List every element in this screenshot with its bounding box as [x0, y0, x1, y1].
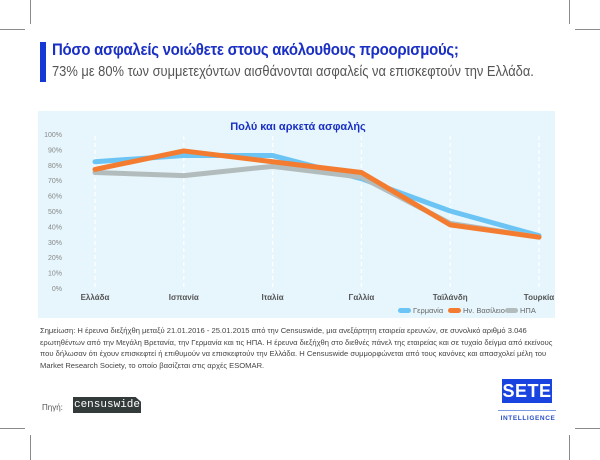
methodology-note: Σημείωση: Η έρευνα διεξήχθη μεταξύ 21.01…: [40, 326, 553, 370]
chart-title: Πολύ και αρκετά ασφαλής: [230, 121, 366, 133]
crop-mark: [0, 428, 25, 429]
crop-mark: [575, 29, 600, 30]
legend-swatch: [398, 308, 411, 313]
y-tick-label: 70%: [48, 178, 62, 185]
y-tick-label: 20%: [48, 255, 62, 262]
x-tick-label: Γαλλία: [349, 293, 375, 302]
legend-label: Γερμανία: [413, 306, 444, 315]
y-tick-label: 10%: [48, 271, 62, 278]
censuswide-logo: censuswide: [73, 397, 141, 413]
y-tick-label: 40%: [48, 224, 62, 231]
y-tick-label: 50%: [48, 209, 62, 216]
legend-label: Ην. Βασίλειο: [463, 306, 505, 315]
y-tick-label: 60%: [48, 194, 62, 201]
crop-mark: [0, 29, 25, 30]
x-tick-label: Ιταλία: [262, 293, 284, 302]
legend-swatch: [448, 308, 461, 313]
x-tick-label: Ελλάδα: [81, 293, 110, 302]
x-tick-label: Ισπανία: [169, 293, 199, 302]
crop-mark: [569, 435, 570, 460]
source-label: Πηγή:: [42, 403, 63, 412]
title-accent-bar: [40, 42, 46, 82]
sete-tagline: INTELLIGENCE: [500, 415, 556, 422]
crop-mark: [575, 428, 600, 429]
page-subtitle: 73% με 80% των συμμετεχόντων αισθάνονται…: [52, 63, 534, 80]
y-tick-label: 90%: [48, 147, 62, 154]
logo-divider: [498, 410, 556, 411]
series-line-uk: [92, 148, 542, 240]
crop-mark: [569, 0, 570, 24]
page-title: Πόσο ασφαλείς νοιώθετε στους ακόλουθους …: [52, 40, 459, 59]
y-tick-label: 80%: [48, 163, 62, 170]
x-tick-label: Ταϊλάνδη: [433, 293, 468, 302]
y-tick-label: 100%: [44, 132, 62, 139]
legend-swatch: [505, 308, 518, 313]
y-tick-label: 0%: [52, 286, 62, 293]
legend-label: ΗΠΑ: [520, 306, 536, 315]
crop-mark: [30, 0, 31, 24]
x-tick-label: Τουρκία: [524, 293, 554, 302]
sete-logo: SETE: [502, 379, 552, 403]
y-tick-label: 30%: [48, 240, 62, 247]
crop-mark: [30, 435, 31, 460]
